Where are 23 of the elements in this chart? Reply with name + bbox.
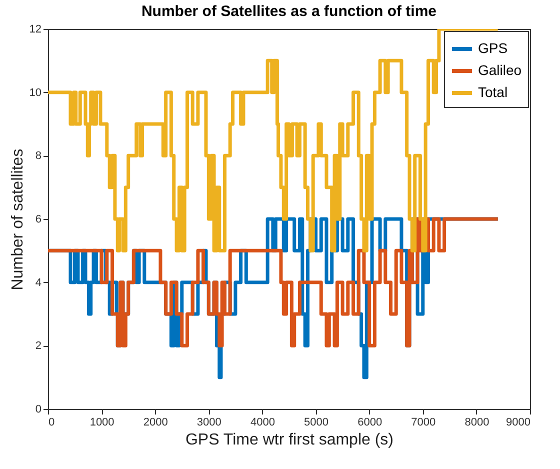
x-tick-label: 9000 <box>506 416 530 428</box>
y-axis-title: Number of satellites <box>9 148 26 290</box>
x-axis-title: GPS Time wtr first sample (s) <box>185 432 394 448</box>
y-tick-label: 12 <box>29 24 42 36</box>
x-tick-label: 6000 <box>358 416 382 428</box>
x-tick-label: 4000 <box>250 416 275 428</box>
x-tick-label: 3000 <box>196 416 222 428</box>
y-tick-label: 4 <box>35 276 42 289</box>
y-tick-label: 8 <box>35 150 42 162</box>
x-tick-label: 0 <box>48 416 55 428</box>
legend-label: Total <box>478 84 508 100</box>
y-tick-label: 2 <box>35 340 42 352</box>
legend-label: Galileo <box>478 62 522 78</box>
y-tick-label: 0 <box>35 404 42 416</box>
x-tick-label: 2000 <box>143 416 168 428</box>
x-tick-label: 1000 <box>90 416 114 428</box>
chart-title: Number of Satellites as a function of time <box>141 3 437 20</box>
x-tick-label: 7000 <box>411 416 436 428</box>
x-tick-label: 5000 <box>304 416 329 428</box>
x-tick-label: 8000 <box>464 416 490 428</box>
y-tick-label: 6 <box>35 214 42 226</box>
legend-label: GPS <box>478 40 508 56</box>
y-tick-label: 10 <box>29 86 42 99</box>
